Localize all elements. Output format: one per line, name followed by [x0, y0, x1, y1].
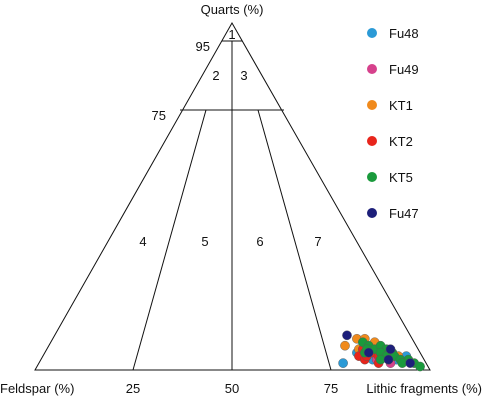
legend-label-kt2: KT2 [389, 134, 413, 149]
zone-label-5: 5 [201, 234, 208, 249]
legend-label-fu49: Fu49 [389, 62, 419, 77]
point-fu48-4 [338, 358, 348, 368]
legend-marker-kt1 [367, 100, 377, 110]
side-tick-95: 95 [196, 39, 210, 54]
point-kt1-4 [340, 340, 350, 351]
base-tick-50: 50 [225, 381, 239, 396]
zone-label-6: 6 [256, 234, 263, 249]
base-tick-25: 25 [126, 381, 140, 396]
zone-label-1: 1 [228, 27, 235, 42]
side-tick-75: 75 [152, 108, 166, 123]
point-fu47-3 [383, 354, 394, 365]
point-fu47-2 [385, 344, 396, 355]
corner-label-feldspar: Feldspar (%) [0, 381, 74, 396]
legend-marker-kt5 [367, 172, 377, 182]
base-tick-75: 75 [324, 381, 338, 396]
apex-label-quartz: Quarts (%) [201, 2, 264, 17]
zone-label-4: 4 [139, 234, 146, 249]
point-fu47-5 [363, 347, 374, 358]
zone-label-7: 7 [314, 234, 321, 249]
corner-label-lithic: Lithic fragments (%) [366, 381, 482, 396]
legend-label-fu47: Fu47 [389, 206, 419, 221]
legend-marker-fu47 [367, 208, 377, 218]
zone-label-2: 2 [212, 68, 219, 83]
point-fu47-1 [342, 330, 352, 341]
f-boundary-25 [132, 109, 207, 371]
legend-marker-fu49 [367, 64, 377, 74]
legend-marker-kt2 [367, 136, 377, 146]
legend: Fu48 Fu49 KT1 KT2 KT5 Fu47 [367, 26, 419, 221]
legend-marker-fu48 [367, 28, 377, 38]
point-fu47-4 [405, 358, 416, 368]
zone-label-3: 3 [240, 68, 247, 83]
legend-label-fu48: Fu48 [389, 26, 419, 41]
f-boundary-75 [257, 109, 332, 371]
point-kt5-16 [415, 361, 425, 372]
legend-label-kt5: KT5 [389, 170, 413, 185]
triangle-frame [34, 21, 431, 371]
legend-label-kt1: KT1 [389, 98, 413, 113]
data-points [338, 330, 425, 372]
